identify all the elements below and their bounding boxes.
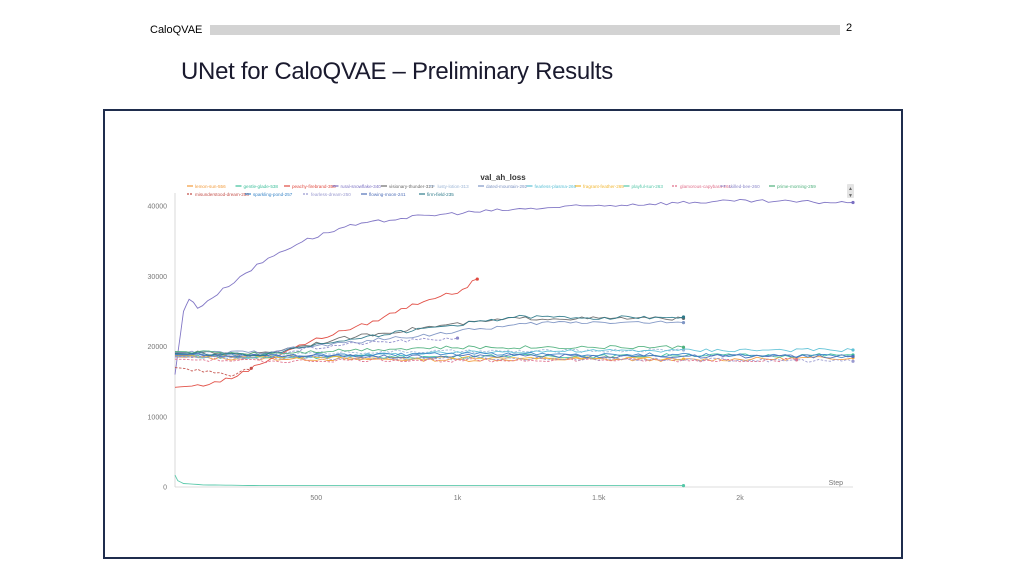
legend-label: dated-mountain-292 <box>486 184 528 189</box>
legend-label: prime-morning-259 <box>777 184 816 189</box>
legend-item: misunderstood-dream-258 <box>187 192 249 197</box>
series-line <box>174 355 854 363</box>
chart-series-lines <box>174 198 855 488</box>
series-end-point <box>681 345 686 349</box>
svg-text:▼: ▼ <box>848 193 853 199</box>
series-end-point <box>681 321 686 325</box>
series-end-point <box>249 366 253 370</box>
legend-label: rural-snowflake-340 <box>341 184 382 189</box>
x-tick-label: 2k <box>736 495 744 502</box>
series-line <box>174 278 478 388</box>
y-tick-label: 10000 <box>148 414 168 421</box>
legend-label: flowing-moon-241 <box>369 192 406 197</box>
legend-item: sparkling-pond-257 <box>245 192 293 197</box>
legend-label: lusty-lotion-313 <box>438 184 470 189</box>
legend-label: skilled-bee-260 <box>729 184 761 189</box>
legend-item: peachy-firebrand-358 <box>284 184 336 189</box>
legend-item: gentle-glade-538 <box>235 184 279 189</box>
legend-label: fearless-plasma-266 <box>535 184 577 189</box>
series-end-point <box>794 358 799 362</box>
legend-item: lusty-lotion-313 <box>429 184 470 189</box>
series-end-point <box>851 354 855 358</box>
legend-item: visionary-thunder-321 <box>381 184 434 189</box>
svg-text:▲: ▲ <box>848 186 853 192</box>
page-number: 2 <box>846 22 853 34</box>
series-end-point <box>851 200 855 205</box>
legend-item: skilled-bee-260 <box>720 184 761 189</box>
legend-item: fearless-dream-250 <box>303 192 351 197</box>
legend-label: visionary-thunder-321 <box>389 184 434 189</box>
legend-item: lemon-sun-556 <box>187 184 226 189</box>
legend-item: dated-mountain-292 <box>478 184 528 189</box>
x-tick-label: 500 <box>310 495 322 502</box>
chart-title: val_ah_loss <box>480 173 526 182</box>
series-end-point <box>681 483 686 488</box>
section-label: CaloQVAE <box>150 24 203 36</box>
chart-legend: lemon-sun-556 gentle-glade-538 peachy-fire… <box>187 184 816 197</box>
series-line <box>174 353 854 359</box>
legend-item: fragrant-feather-265 <box>575 184 624 189</box>
legend-label: gentle-glade-538 <box>244 184 279 189</box>
legend-label: firm-field-235 <box>427 192 454 197</box>
series-line <box>174 337 458 359</box>
legend-label: glamorous-capybara-261 <box>680 184 732 189</box>
chart-axes: 0 10000 20000 30000 40000 500 1k 1.5k 2k <box>148 193 853 502</box>
legend-item: glamorous-capybara-261 <box>672 184 732 189</box>
legend-item: playful-sun-263 <box>623 184 664 189</box>
x-axis-label: Step <box>829 480 844 487</box>
series-line <box>174 316 684 356</box>
series-line <box>175 320 684 355</box>
legend-label: fearless-dream-250 <box>311 192 351 197</box>
legend-label: lemon-sun-556 <box>195 184 226 189</box>
series-line <box>174 354 684 361</box>
legend-label: misunderstood-dream-258 <box>195 192 249 197</box>
legend-item: firm-field-235 <box>419 192 454 197</box>
series-end-point <box>851 359 855 363</box>
chart-frame: val_ah_loss lemon-sun-556 gentle-glade-53… <box>103 109 903 559</box>
legend-item: prime-morning-259 <box>769 184 816 189</box>
legend-label: fragrant-feather-265 <box>583 184 624 189</box>
series-line <box>174 198 854 375</box>
y-tick-label: 20000 <box>148 344 168 351</box>
x-tick-label: 1.5k <box>592 495 606 502</box>
header-divider-bar <box>210 25 840 35</box>
series-end-point <box>681 315 686 319</box>
series-end-point <box>455 336 460 340</box>
series-end-point <box>475 277 479 281</box>
y-tick-label: 0 <box>163 485 167 492</box>
legend-label: sparkling-pond-257 <box>253 192 293 197</box>
series-line <box>174 314 684 357</box>
legend-label: playful-sun-263 <box>632 184 664 189</box>
legend-item: flowing-moon-241 <box>361 192 406 197</box>
legend-label: peachy-firebrand-358 <box>292 184 336 189</box>
legend-scroll-control[interactable]: ▲ ▼ <box>847 184 854 199</box>
legend-item: fearless-plasma-266 <box>526 184 577 189</box>
legend-item: rural-snowflake-340 <box>332 184 382 189</box>
series-line <box>174 367 252 377</box>
series-end-point <box>851 348 855 352</box>
series-line <box>174 474 684 487</box>
y-tick-label: 40000 <box>148 204 168 211</box>
y-tick-label: 30000 <box>148 274 168 281</box>
slide-title: UNet for CaloQVAE – Preliminary Results <box>181 58 613 85</box>
loss-line-chart: val_ah_loss lemon-sun-556 gentle-glade-53… <box>148 173 855 502</box>
x-tick-label: 1k <box>454 495 462 502</box>
series-line <box>174 357 797 364</box>
